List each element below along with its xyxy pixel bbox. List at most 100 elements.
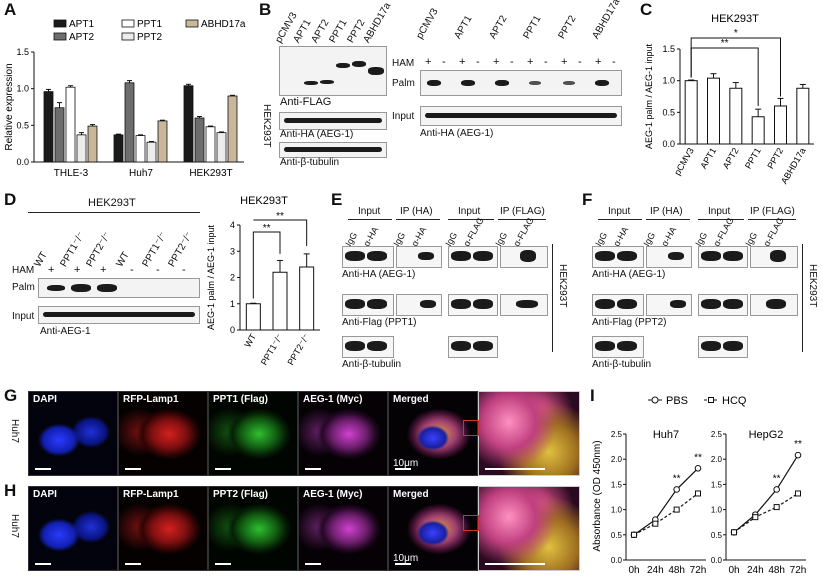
blot-band bbox=[418, 252, 434, 260]
blot-label: Anti-HA (AEG-1) bbox=[420, 128, 494, 139]
sig-label: ** bbox=[694, 452, 702, 463]
bar bbox=[729, 87, 743, 145]
x-tick-label: APT1 bbox=[698, 146, 718, 170]
legend-label: HCQ bbox=[722, 395, 747, 407]
legend-swatch bbox=[53, 19, 67, 28]
blot-band bbox=[367, 299, 387, 309]
bar bbox=[157, 120, 168, 163]
blot-flag bbox=[279, 46, 387, 96]
data-point bbox=[695, 490, 701, 497]
bar bbox=[684, 80, 698, 145]
micrograph-panel: PPT2 (Flag) bbox=[208, 486, 298, 571]
blot-row bbox=[646, 294, 692, 316]
input-label: Input bbox=[392, 111, 415, 122]
blot-band bbox=[451, 251, 471, 261]
ham-sign: + bbox=[100, 264, 107, 276]
blot-band bbox=[345, 341, 365, 351]
panel-letter-c: C bbox=[640, 0, 653, 19]
lane-label: PPT2 bbox=[556, 13, 579, 41]
blot-band bbox=[427, 80, 441, 86]
y-tick-label: 1.5 bbox=[16, 47, 29, 57]
ham-sign: + bbox=[459, 56, 466, 68]
blot-band bbox=[595, 341, 615, 351]
y-tick-label: 1.5 bbox=[611, 480, 623, 489]
blot-band bbox=[473, 299, 493, 309]
legend-marker bbox=[708, 397, 714, 403]
x-tick-label: 0h bbox=[628, 565, 639, 576]
chart-c: HEK293T 0.0 0.5 1.0 1.5 AEG-1 palm / AEG-1 in… bbox=[644, 13, 814, 186]
channel-label: PPT2 (Flag) bbox=[213, 489, 269, 500]
ham-sign: - bbox=[612, 56, 616, 68]
bar bbox=[43, 91, 54, 163]
y-tick-label: 0.0 bbox=[611, 556, 623, 565]
y-tick-label: 1.5 bbox=[711, 480, 723, 489]
ham-sign: - bbox=[578, 56, 582, 68]
y-tick-label: 1.0 bbox=[662, 76, 675, 86]
y-tick-label: 2.5 bbox=[711, 430, 723, 439]
lane-label: PPT1 bbox=[521, 13, 544, 41]
blot-band bbox=[617, 341, 637, 351]
y-tick-label: 1.0 bbox=[711, 506, 723, 515]
bar bbox=[205, 126, 216, 163]
blot-row bbox=[396, 294, 442, 316]
micrograph-panel: PPT1 (Flag) bbox=[208, 391, 298, 476]
bar bbox=[751, 116, 765, 145]
header-label: IP (FLAG) bbox=[750, 206, 795, 217]
lane-label: PPT2⁻/⁻ bbox=[84, 230, 114, 269]
x-tick-label: 72h bbox=[690, 565, 707, 576]
bar bbox=[113, 134, 124, 163]
header-label: IP (HA) bbox=[400, 206, 433, 217]
micrograph-panel: DAPI bbox=[28, 391, 118, 476]
blot-palm bbox=[420, 70, 622, 96]
legend-swatch bbox=[53, 32, 67, 41]
blot-band bbox=[701, 251, 721, 261]
y-tick-label: 2.0 bbox=[611, 455, 623, 464]
panel-letter-e: E bbox=[331, 190, 343, 209]
lane-label: pCMV3 bbox=[414, 6, 441, 42]
ham-label: HAM bbox=[392, 58, 415, 69]
blot-band bbox=[766, 299, 786, 309]
lane-label: α-HA bbox=[659, 225, 679, 248]
scale-bar bbox=[305, 563, 321, 565]
legend-label: ABHD17a bbox=[201, 19, 246, 30]
bar bbox=[65, 86, 76, 163]
blot-band bbox=[563, 81, 575, 85]
header-label: Input bbox=[458, 206, 481, 217]
channel-label: DAPI bbox=[33, 394, 57, 405]
x-tick-label: 48h bbox=[668, 565, 685, 576]
y-tick-label: 0.0 bbox=[662, 139, 675, 149]
legend-label: APT1 bbox=[69, 19, 94, 30]
blot-label: Anti-FLAG bbox=[280, 96, 332, 108]
data-point bbox=[752, 514, 759, 521]
blot-band bbox=[668, 252, 684, 260]
subplot-title: HepG2 bbox=[749, 429, 784, 441]
sig-label: ** bbox=[773, 473, 781, 484]
header-label: IP (FLAG) bbox=[500, 206, 545, 217]
header-rule bbox=[646, 219, 690, 220]
ham-label: HAM bbox=[12, 265, 35, 276]
y-tick-label: 0.0 bbox=[16, 157, 29, 167]
blot-label: Anti-HA (AEG-1) bbox=[280, 129, 354, 140]
header-label: Input bbox=[708, 206, 731, 217]
lane-label: α-HA bbox=[611, 225, 631, 248]
blot-band bbox=[495, 80, 509, 86]
data-point bbox=[652, 520, 659, 527]
chart-title: HEK293T bbox=[240, 195, 288, 207]
blot-band bbox=[701, 341, 721, 351]
blot-band bbox=[420, 300, 436, 308]
header-rule bbox=[348, 219, 392, 220]
blot-band bbox=[595, 299, 615, 309]
legend-label: PPT1 bbox=[137, 19, 162, 30]
channel-label: Merged bbox=[393, 489, 429, 500]
bar bbox=[774, 105, 787, 145]
x-tick-label: WT bbox=[242, 332, 258, 350]
x-tick-label: 0h bbox=[728, 565, 739, 576]
blot-band bbox=[617, 299, 637, 309]
scale-bar bbox=[305, 468, 321, 470]
lane-label: APT2 bbox=[309, 17, 332, 45]
blot-band bbox=[473, 251, 493, 261]
scale-bar bbox=[485, 468, 545, 470]
micrograph-panel: Merged 10μm bbox=[388, 486, 478, 571]
ham-sign: - bbox=[544, 56, 548, 68]
